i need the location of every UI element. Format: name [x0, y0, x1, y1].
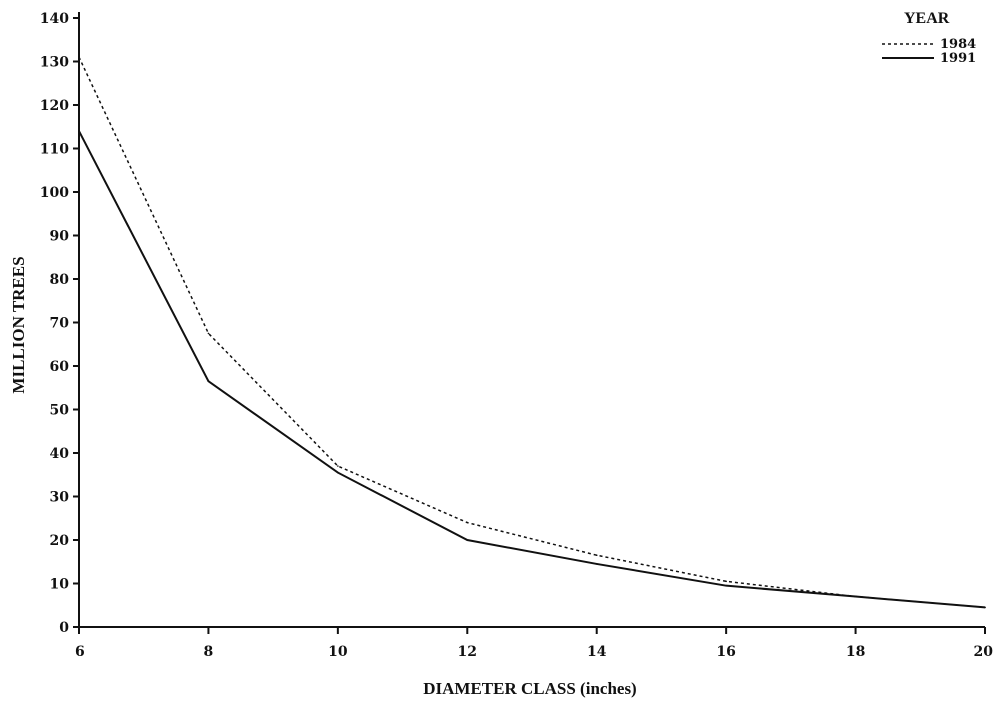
axes [78, 12, 985, 628]
y-tick-label: 30 [50, 490, 70, 506]
y-tick-label: 0 [59, 620, 69, 636]
x-tick-label: 10 [328, 644, 348, 660]
series-line-1984 [78, 56, 986, 609]
data-point [725, 580, 727, 583]
x-tick-label: 8 [204, 644, 214, 660]
y-tick-label: 20 [50, 533, 70, 549]
data-point [725, 584, 727, 587]
y-tick-label: 70 [50, 316, 70, 332]
y-tick-label: 90 [50, 229, 70, 245]
y-tick-label: 60 [50, 359, 70, 375]
data-point [984, 606, 986, 609]
legend-title: YEAR [904, 10, 950, 27]
data-point [207, 332, 210, 335]
x-tick-label: 16 [716, 644, 735, 660]
x-tick-label: 20 [974, 644, 994, 660]
data-point [337, 471, 339, 474]
x-axis-title: DIAMETER CLASS (inches) [423, 679, 636, 698]
x-tick-label: 6 [75, 644, 85, 660]
legend-label-1991: 1991 [940, 51, 976, 66]
data-point [466, 521, 469, 524]
legend-label-1984: 1984 [940, 37, 976, 52]
y-tick-label: 110 [40, 142, 69, 158]
x-tick-label: 14 [587, 644, 607, 660]
y-tick-label: 10 [50, 577, 70, 593]
y-tick-label: 80 [50, 272, 70, 288]
x-tick-label: 18 [846, 644, 865, 660]
data-point [78, 56, 80, 58]
x-axis-ticks: 6 8 10 12 14 16 18 20 [75, 627, 993, 660]
x-tick-label: 12 [458, 644, 477, 660]
y-tick-label: 140 [40, 11, 69, 27]
y-axis-title: MILLION TREES [9, 256, 28, 393]
data-point [595, 563, 598, 565]
y-tick-label: 120 [40, 98, 69, 114]
series-layer [78, 56, 986, 609]
y-axis-ticks: 0 10 20 30 40 50 60 70 80 90 100 110 120 130 140 [40, 11, 79, 636]
y-tick-label: 100 [40, 185, 69, 201]
data-point [207, 380, 210, 383]
data-point [78, 130, 80, 132]
data-point [854, 595, 857, 598]
y-tick-label: 50 [50, 403, 70, 419]
data-point [337, 465, 339, 467]
data-point [595, 554, 598, 557]
y-tick-label: 40 [50, 446, 70, 462]
series-line-1991 [78, 130, 986, 609]
y-tick-label: 130 [40, 55, 69, 71]
data-point [466, 539, 469, 541]
